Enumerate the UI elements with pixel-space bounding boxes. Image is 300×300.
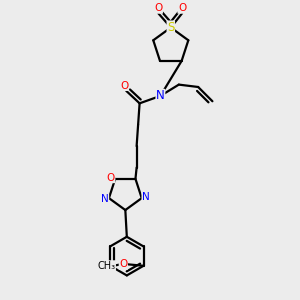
- Text: N: N: [101, 194, 109, 204]
- Text: O: O: [154, 3, 162, 13]
- Text: O: O: [178, 3, 186, 13]
- Text: N: N: [142, 192, 150, 202]
- Text: N: N: [156, 89, 165, 102]
- Text: O: O: [106, 173, 115, 183]
- Text: S: S: [167, 21, 175, 34]
- Text: O: O: [119, 259, 128, 269]
- Text: O: O: [120, 80, 129, 91]
- Text: CH₃: CH₃: [97, 261, 116, 271]
